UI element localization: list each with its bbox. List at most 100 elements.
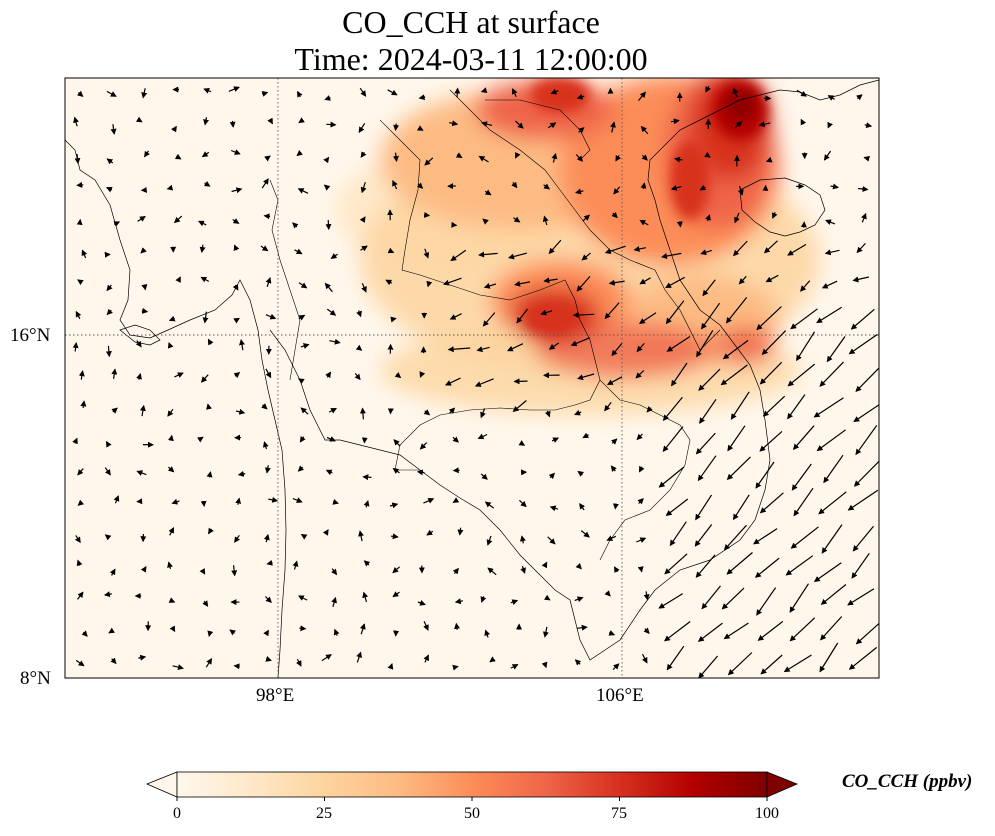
wind-arrow	[474, 378, 494, 387]
wind-arrow	[457, 527, 464, 536]
wind-arrow	[698, 368, 721, 391]
wind-arrow	[72, 437, 78, 445]
wind-arrow	[232, 283, 239, 291]
wind-arrow	[111, 368, 118, 379]
wind-arrow	[613, 566, 620, 573]
wind-arrow	[544, 410, 551, 418]
wind-arrow	[74, 535, 81, 544]
wind-arrow	[326, 436, 336, 442]
wind-arrow	[570, 337, 591, 347]
wind-arrow	[448, 407, 456, 414]
wind-arrow	[853, 460, 879, 487]
wind-arrow	[106, 158, 114, 165]
wind-arrow	[423, 621, 429, 631]
wind-arrow	[722, 339, 749, 360]
wind-arrow	[759, 361, 783, 385]
wind-arrow	[640, 125, 649, 135]
wind-arrow	[263, 213, 271, 220]
wind-arrow	[581, 252, 591, 261]
wind-arrow	[549, 505, 559, 512]
wind-arrow	[518, 440, 526, 446]
wind-arrow	[696, 330, 714, 358]
wind-arrow	[208, 527, 214, 535]
wind-arrow	[449, 313, 462, 320]
wind-arrow	[698, 655, 719, 678]
wind-arrow	[332, 498, 339, 505]
wind-arrow	[206, 403, 212, 410]
wind-arrow	[171, 498, 180, 505]
wind-arrow	[483, 282, 497, 289]
wind-arrow	[542, 215, 549, 226]
wind-arrow	[205, 658, 213, 668]
wind-arrow	[360, 245, 368, 252]
wind-arrow	[173, 215, 183, 224]
wind-arrow	[260, 245, 269, 252]
wind-arrow	[734, 121, 743, 129]
wind-arrow	[175, 276, 181, 283]
wind-arrow	[110, 657, 117, 665]
wind-arrow	[292, 560, 299, 570]
wind-arrow	[418, 94, 426, 101]
wind-arrow	[426, 529, 434, 536]
wind-arrow	[81, 249, 88, 259]
wind-arrow	[789, 617, 816, 642]
wind-arrow	[721, 587, 745, 610]
wind-arrow	[199, 568, 206, 575]
wind-arrow	[638, 312, 657, 324]
wind-arrow	[658, 593, 684, 609]
wind-arrow	[637, 497, 644, 505]
wind-arrow	[141, 307, 149, 314]
wind-arrow	[109, 568, 116, 576]
wind-arrow	[455, 152, 463, 159]
wind-arrow	[168, 315, 176, 322]
wind-arrow	[699, 184, 707, 191]
wind-arrow	[606, 376, 623, 386]
colorbar-gradient	[176, 771, 768, 798]
colorbar-extend-min	[145, 771, 178, 798]
wind-arrow	[484, 501, 495, 509]
wind-arrow	[362, 591, 369, 603]
wind-arrow	[518, 499, 527, 508]
wind-arrow	[519, 535, 526, 544]
wind-arrow	[231, 565, 238, 577]
wind-arrow	[796, 89, 808, 97]
wind-arrow	[540, 309, 553, 316]
colorbar-tick-25: 25	[316, 805, 332, 822]
wind-arrow	[389, 502, 399, 509]
wind-arrow	[541, 661, 548, 669]
wind-arrow	[261, 91, 269, 97]
wind-arrow	[604, 302, 620, 320]
wind-arrow	[636, 343, 645, 353]
wind-arrow	[207, 338, 214, 346]
wind-arrow	[816, 429, 846, 452]
wind-arrow	[511, 181, 518, 189]
wind-arrow	[203, 180, 211, 187]
wind-arrow	[323, 184, 331, 191]
wind-arrow	[233, 663, 240, 670]
wind-arrow	[360, 151, 367, 158]
wind-arrow	[354, 373, 361, 381]
wind-arrow	[262, 441, 269, 450]
wind-arrow	[331, 568, 338, 576]
wind-arrow	[106, 308, 113, 316]
wind-arrow	[363, 500, 370, 508]
wind-arrow	[452, 436, 460, 443]
wind-arrow	[299, 435, 306, 443]
wind-arrow	[140, 565, 147, 573]
wind-arrow	[139, 404, 146, 417]
wind-arrow	[695, 494, 713, 521]
wind-arrow	[392, 591, 400, 598]
wind-arrow	[697, 622, 723, 642]
wind-arrow	[548, 239, 562, 255]
wind-arrow	[611, 211, 618, 219]
wind-arrow	[577, 373, 595, 381]
wind-arrow	[480, 596, 487, 603]
wind-arrow	[576, 276, 591, 292]
wind-arrow	[237, 470, 246, 477]
wind-arrow	[575, 154, 584, 162]
wind-arrow	[856, 242, 866, 254]
wind-arrow	[104, 467, 111, 476]
wind-arrow	[520, 565, 526, 574]
wind-arrow	[167, 466, 175, 473]
wind-arrow	[359, 407, 366, 420]
